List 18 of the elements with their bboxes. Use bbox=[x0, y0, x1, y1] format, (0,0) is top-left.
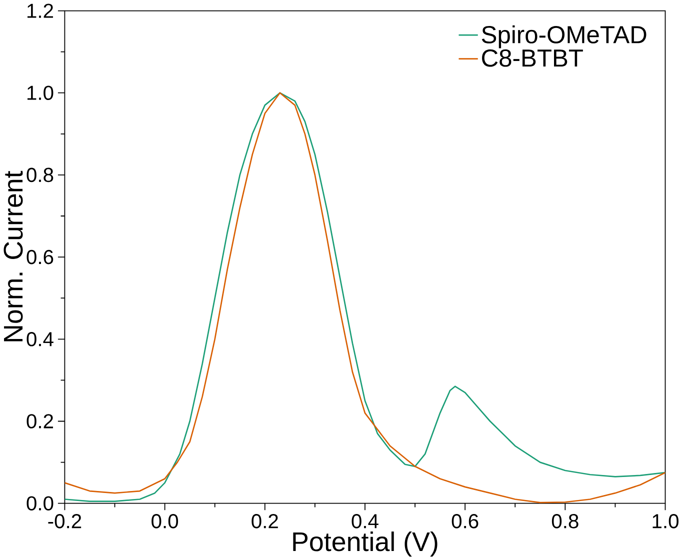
x-tick-label: -0.2 bbox=[48, 514, 82, 528]
legend-label: Spiro-OMeTAD bbox=[482, 25, 646, 48]
x-tick-label: 0.6 bbox=[452, 514, 478, 528]
y-tick-label: 0.6 bbox=[26, 250, 54, 264]
legend-label: C8-BTBT bbox=[482, 49, 583, 67]
y-tick-label: 0.8 bbox=[26, 168, 54, 182]
y-tick-label: 0.2 bbox=[26, 414, 53, 428]
x-tick-label: 0.4 bbox=[352, 514, 378, 528]
x-tick-label: 0.0 bbox=[152, 514, 178, 528]
y-tick-label: 0.0 bbox=[26, 496, 54, 510]
x-tick-label: 0.2 bbox=[252, 514, 278, 528]
x-tick-label: 0.8 bbox=[552, 514, 578, 528]
y-tick-label: 1.0 bbox=[27, 86, 54, 100]
y-axis-title: Norm. Current bbox=[4, 170, 23, 342]
x-tick-label: 1.0 bbox=[652, 514, 678, 528]
x-axis-title: Potential (V) bbox=[293, 531, 438, 556]
y-tick-label: 0.4 bbox=[26, 332, 54, 346]
y-tick-label: 1.2 bbox=[27, 4, 53, 18]
